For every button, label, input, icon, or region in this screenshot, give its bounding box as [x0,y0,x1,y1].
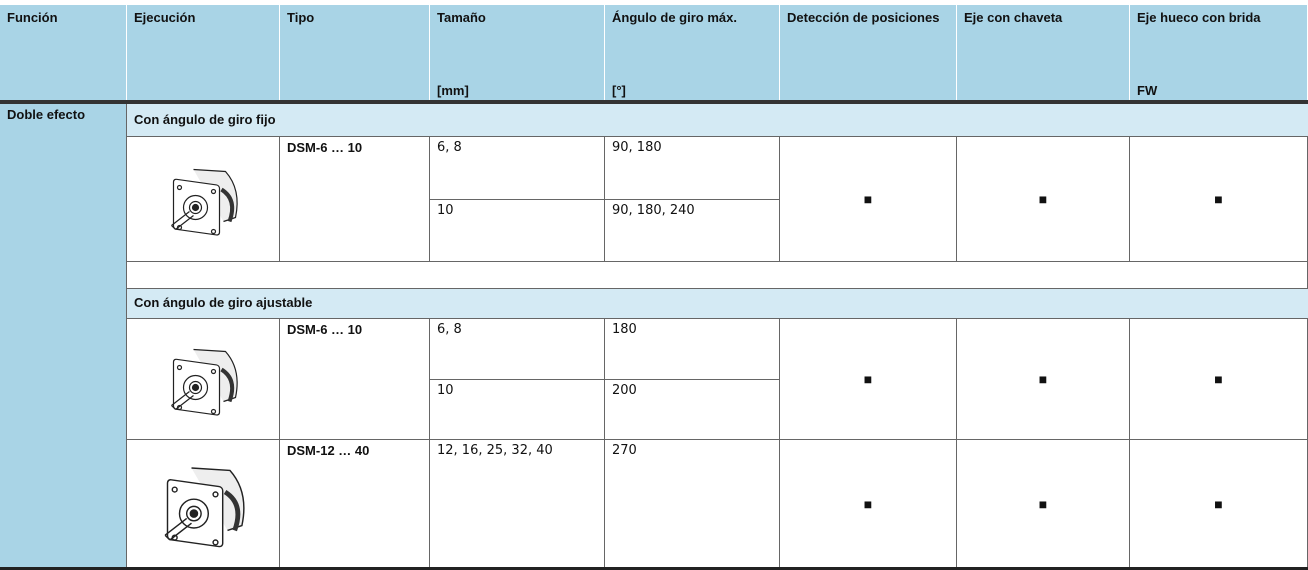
product-image [164,467,245,548]
type-cell: DSM-12 … 40 [280,440,430,568]
mark-cell: ■ [1130,319,1308,440]
header-title: Detección de posiciones [787,10,940,25]
mark-cell: ■ [780,440,957,568]
type-cell: DSM-6 … 10 [280,137,430,262]
header-cell: Función [0,5,127,100]
size-cell: 6, 8 [430,319,605,380]
function-cell: Doble efecto [0,104,127,568]
header-title: Tamaño [437,10,486,25]
size-cell: 10 [430,199,605,262]
product-image [171,348,238,416]
size-cell: 10 [430,379,605,440]
header-title: Ángulo de giro máx. [612,10,737,25]
header-cell: Detección de posiciones [780,5,957,100]
type-cell: DSM-6 … 10 [280,319,430,440]
header-title: Ejecución [134,10,196,25]
header-cell: Eje hueco con brida [1130,5,1308,100]
header-title: Función [7,10,58,25]
header-unit: FW [1137,83,1158,98]
angle-cell: 90, 180, 240 [605,199,780,262]
angle-cell: 180 [605,319,780,380]
header-cell: Tamaño [430,5,605,100]
angle-cell: 270 [605,440,780,568]
header-unit: [°] [612,83,626,98]
mark-cell: ■ [780,319,957,440]
header-cell: Ángulo de giro máx. [605,5,780,100]
angle-cell: 200 [605,379,780,440]
mark-cell: ■ [780,137,957,262]
section-header: Con ángulo de giro ajustable [127,289,1308,319]
size-cell: 12, 16, 25, 32, 40 [430,440,605,568]
image-cell [127,137,280,262]
mark-cell: ■ [957,319,1130,440]
header-title: Eje con chaveta [964,10,1063,25]
header-rule [0,100,1308,106]
mark-cell: ■ [957,137,1130,262]
mark-cell: ■ [1130,440,1308,568]
header-cell: Eje con chaveta [957,5,1130,100]
header-unit: [mm] [437,83,469,98]
bottom-rule [0,567,1308,570]
mark-cell: ■ [957,440,1130,568]
header-title: Tipo [287,10,315,25]
angle-cell: 90, 180 [605,137,780,200]
header-cell: Tipo [280,5,430,100]
section-header: Con ángulo de giro fijo [127,104,1308,137]
header-title: Eje hueco con brida [1137,10,1261,25]
mark-cell: ■ [1130,137,1308,262]
header-cell: Ejecución [127,5,280,100]
image-cell [127,319,280,440]
product-image [171,168,238,236]
size-cell: 6, 8 [430,137,605,200]
spacer-row [127,262,1308,289]
